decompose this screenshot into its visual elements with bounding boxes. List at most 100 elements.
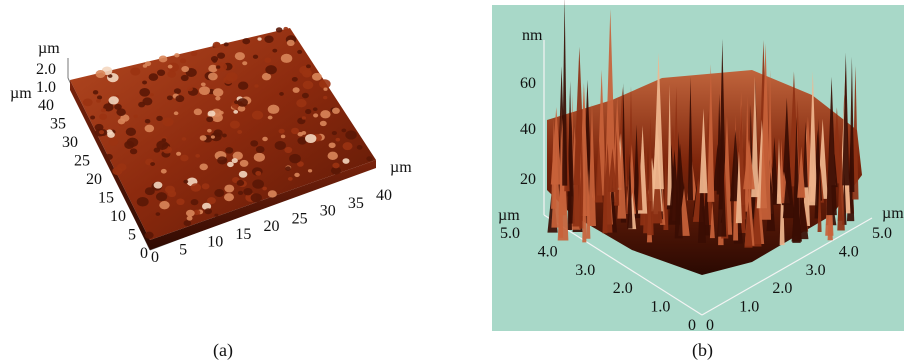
grain [250, 140, 259, 147]
grain [243, 187, 253, 196]
grain [149, 93, 154, 97]
x-tick: 40 [376, 187, 392, 204]
grain [307, 169, 313, 173]
grain [200, 82, 206, 87]
grain [236, 179, 245, 186]
grain [144, 124, 155, 133]
spike [707, 64, 715, 202]
surface-side-front [150, 160, 376, 250]
spike [814, 162, 820, 219]
grain [153, 181, 163, 189]
grain [114, 103, 122, 110]
y-tick: 5 [128, 227, 136, 244]
spike [808, 71, 818, 206]
left-tick: 1.0 [650, 299, 670, 316]
grain [201, 183, 210, 190]
grain [280, 134, 286, 139]
grain [238, 170, 248, 178]
grain [125, 127, 137, 136]
grain [207, 128, 212, 133]
grain [255, 170, 262, 176]
grain [145, 61, 152, 67]
grain [292, 87, 300, 93]
grain [217, 52, 226, 59]
spike [674, 131, 683, 239]
grain [159, 201, 170, 210]
grain [181, 137, 187, 141]
spike [697, 156, 706, 244]
grain [253, 152, 265, 162]
grain [254, 84, 259, 88]
grain [108, 96, 119, 105]
y-tick: 0 [140, 245, 148, 262]
x-tick: 5 [179, 241, 187, 258]
grain [215, 96, 221, 101]
grain [319, 79, 331, 89]
grain [120, 114, 130, 122]
grain [130, 67, 141, 76]
spike [627, 153, 633, 229]
z-unit-label: µm [38, 40, 60, 57]
grain [180, 154, 189, 162]
y-tick: 35 [50, 116, 66, 133]
spike [614, 130, 620, 206]
spike [717, 126, 727, 237]
grain [214, 213, 219, 217]
x-tick: 30 [320, 203, 336, 220]
grain [225, 72, 238, 82]
grain [250, 193, 262, 203]
grain [166, 95, 173, 101]
spike [653, 52, 664, 190]
grain [213, 129, 223, 137]
x-tick: 0 [151, 249, 159, 266]
grain [106, 129, 113, 135]
grain [208, 64, 218, 73]
spike [612, 96, 622, 188]
spike [667, 84, 673, 206]
grain [294, 172, 300, 178]
grain [180, 74, 189, 82]
right-tick: 1.0 [739, 299, 759, 316]
grain [142, 97, 153, 106]
afm-surface-b: nm 60 40 20 µm 5.0 4.0 3.0 2.0 1.0 0 0 1.0 2.0 3… [498, 0, 904, 334]
grain [231, 158, 238, 164]
spike [743, 139, 755, 190]
grain [206, 116, 214, 123]
grain [112, 166, 123, 176]
caption-b: (b) [692, 340, 713, 360]
grain [252, 54, 259, 59]
grain [306, 64, 311, 69]
grain [284, 146, 293, 154]
grain [283, 26, 289, 31]
left-axis-ticks: 5.0 4.0 3.0 2.0 1.0 0 [500, 225, 696, 334]
grain [275, 27, 283, 33]
grain [272, 48, 278, 53]
grain [291, 76, 298, 82]
grain [193, 108, 203, 116]
grain [155, 212, 161, 216]
spike [647, 116, 654, 236]
panel-b: nm 60 40 20 µm 5.0 4.0 3.0 2.0 1.0 0 0 1.0 2.0 3… [452, 0, 904, 363]
grain [297, 49, 303, 54]
grain [207, 110, 216, 117]
grain [285, 166, 291, 171]
z-tick: 40 [520, 121, 536, 138]
grain [302, 80, 314, 90]
grain [286, 39, 295, 47]
spike [817, 170, 822, 232]
grain [144, 187, 155, 196]
grain [215, 62, 228, 72]
grain [296, 161, 304, 167]
spike [751, 183, 762, 247]
grain [204, 208, 212, 215]
grain [96, 95, 103, 100]
spike [602, 148, 608, 234]
spike [663, 153, 669, 230]
grain [252, 179, 264, 189]
right-tick: 5.0 [872, 225, 892, 242]
grain [312, 107, 318, 112]
grain [332, 162, 340, 169]
grain [144, 119, 151, 124]
grain [302, 69, 312, 78]
y-tick: 10 [110, 208, 126, 225]
